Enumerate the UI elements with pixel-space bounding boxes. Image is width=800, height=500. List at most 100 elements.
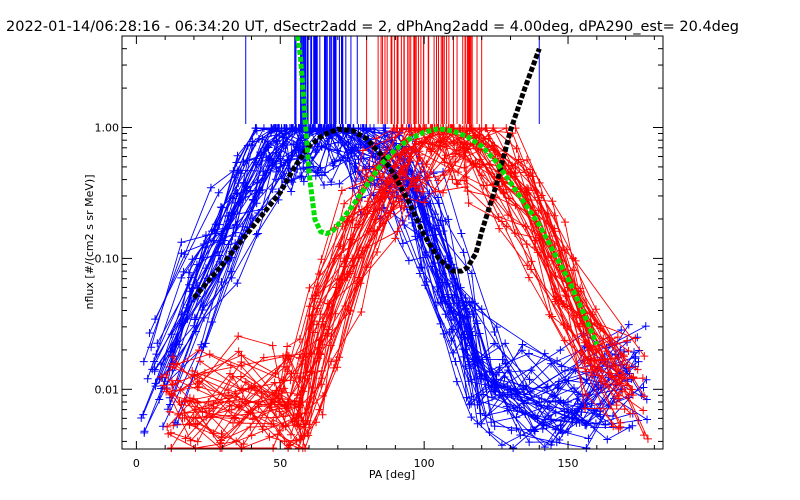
blue-data-point	[512, 413, 521, 422]
red-data-point	[336, 240, 345, 249]
red-data-point	[315, 405, 324, 414]
blue-data-point	[525, 438, 534, 447]
red-data-point	[524, 185, 533, 194]
blue-sweep-line	[147, 127, 589, 393]
blue-series-point	[411, 191, 420, 200]
blue-data-point	[491, 387, 500, 396]
blue-data-point	[492, 323, 501, 332]
red-series-point	[319, 322, 328, 331]
red-data-point	[190, 371, 199, 380]
blue-data-point	[184, 268, 193, 277]
red-data-point	[391, 234, 400, 243]
red-data-point	[358, 146, 367, 155]
blue-data-point	[248, 214, 257, 223]
red-data-point	[355, 273, 364, 282]
red-data-point	[581, 390, 590, 399]
red-data-point	[284, 441, 293, 450]
red-series-point	[276, 398, 285, 407]
red-data-point	[218, 433, 227, 442]
blue-data-point	[525, 375, 534, 384]
red-data-point	[548, 197, 557, 206]
blue-series-point	[241, 183, 250, 192]
red-series-point	[376, 191, 385, 200]
red-data-point	[628, 391, 637, 400]
red-data-point	[165, 407, 174, 416]
blue-data-point	[467, 392, 476, 401]
blue-series-point	[290, 126, 299, 135]
blue-data-point	[175, 340, 184, 349]
red-data-point	[581, 367, 590, 376]
fit-layer	[192, 35, 600, 346]
blue-data-point	[512, 424, 521, 433]
blue-data-point	[179, 267, 188, 276]
x-axis-title: PA [deg]	[369, 468, 415, 481]
red-series-point	[592, 345, 601, 354]
blue-data-point	[582, 444, 591, 452]
red-series-point	[290, 398, 299, 407]
blue-data-point	[490, 327, 499, 336]
blue-series-point	[564, 398, 573, 407]
red-data-point	[266, 399, 275, 408]
blue-data-point	[538, 424, 547, 433]
red-data-point	[623, 336, 632, 345]
blue-data-point	[296, 172, 305, 181]
blue-data-point	[334, 138, 343, 147]
blue-data-point	[320, 168, 329, 177]
blue-data-point	[441, 217, 450, 226]
blue-data-point	[145, 329, 154, 338]
blue-data-point	[283, 140, 292, 149]
red-data-point	[306, 349, 315, 358]
blue-data-point	[516, 430, 525, 439]
red-data-point	[560, 336, 569, 345]
blue-data-point	[348, 143, 357, 152]
blue-data-point	[415, 269, 424, 278]
blue-data-point	[151, 315, 160, 324]
red-data-point	[280, 437, 289, 446]
red-series-point	[627, 385, 636, 394]
red-data-point	[434, 142, 443, 151]
blue-data-point	[639, 383, 648, 392]
red-data-point	[438, 188, 447, 197]
red-data-point	[309, 328, 318, 337]
red-data-point	[305, 283, 314, 292]
red-data-point	[394, 192, 403, 201]
red-data-point	[591, 305, 600, 314]
red-data-point	[527, 257, 536, 266]
blue-data-point	[283, 155, 292, 164]
red-data-point	[230, 414, 239, 423]
blue-series-point	[428, 231, 437, 240]
blue-data-point	[313, 168, 322, 177]
blue-data-point	[259, 124, 268, 133]
blue-data-point	[556, 396, 565, 405]
blue-data-point	[459, 248, 468, 257]
red-data-point	[375, 185, 384, 194]
blue-data-point	[490, 339, 499, 348]
blue-data-point	[463, 351, 472, 360]
blue-data-point	[248, 195, 257, 204]
blue-data-point	[166, 400, 175, 409]
red-data-point	[466, 124, 475, 133]
blue-data-point	[461, 305, 470, 314]
red-data-point	[528, 168, 537, 177]
blue-data-point	[492, 375, 501, 384]
blue-data-point	[229, 223, 238, 232]
red-data-point	[224, 386, 233, 395]
x-tick-label: 150	[558, 457, 579, 470]
y-tick-label: 0.01	[95, 383, 120, 396]
red-data-point	[308, 294, 317, 303]
blue-data-point	[447, 325, 456, 334]
blue-series-point	[535, 398, 544, 407]
red-series-point	[348, 254, 357, 263]
blue-data-point	[445, 254, 454, 263]
blue-data-point	[497, 441, 506, 450]
red-data-point	[295, 374, 304, 383]
red-data-point	[420, 198, 429, 207]
red-data-point	[452, 179, 461, 188]
red-data-point	[186, 436, 195, 445]
red-data-point	[625, 363, 634, 372]
red-data-point	[357, 308, 366, 317]
red-data-point	[460, 163, 469, 172]
blue-data-point	[335, 179, 344, 188]
blue-data-point	[550, 391, 559, 400]
blue-data-point	[546, 440, 555, 449]
